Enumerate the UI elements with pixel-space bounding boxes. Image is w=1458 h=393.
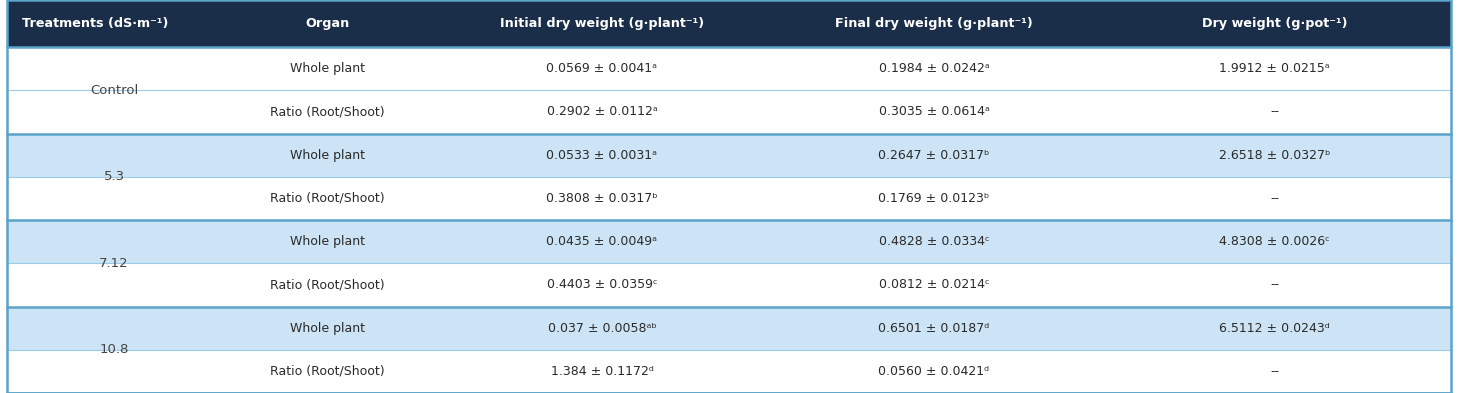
Text: --: -- [1270,365,1279,378]
Bar [7,90,1451,134]
Text: --: -- [1270,192,1279,205]
Text: Treatments (dS·m⁻¹): Treatments (dS·m⁻¹) [22,17,168,30]
Text: Organ: Organ [306,17,350,30]
Bar [7,307,1451,350]
Text: Whole plant: Whole plant [290,149,366,162]
Bar [7,350,1451,393]
Bar [7,0,1451,47]
Text: 0.0569 ± 0.0041ᵃ: 0.0569 ± 0.0041ᵃ [547,62,658,75]
Text: 1.9912 ± 0.0215ᵃ: 1.9912 ± 0.0215ᵃ [1219,62,1330,75]
Text: 4.8308 ± 0.0026ᶜ: 4.8308 ± 0.0026ᶜ [1219,235,1330,248]
Text: 0.3808 ± 0.0317ᵇ: 0.3808 ± 0.0317ᵇ [547,192,658,205]
Text: Initial dry weight (g·plant⁻¹): Initial dry weight (g·plant⁻¹) [500,17,704,30]
Text: 0.2902 ± 0.0112ᵃ: 0.2902 ± 0.0112ᵃ [547,105,658,118]
Text: 2.6518 ± 0.0327ᵇ: 2.6518 ± 0.0327ᵇ [1219,149,1330,162]
Text: --: -- [1270,278,1279,291]
Bar [7,134,1451,177]
Text: --: -- [1270,105,1279,118]
Text: 0.6501 ± 0.0187ᵈ: 0.6501 ± 0.0187ᵈ [878,321,990,334]
Text: 0.0533 ± 0.0031ᵃ: 0.0533 ± 0.0031ᵃ [547,149,658,162]
Text: 0.0812 ± 0.0214ᶜ: 0.0812 ± 0.0214ᶜ [879,278,990,291]
Text: Ratio (Root/Shoot): Ratio (Root/Shoot) [270,278,385,291]
Text: 0.0435 ± 0.0049ᵃ: 0.0435 ± 0.0049ᵃ [547,235,658,248]
Text: 0.4403 ± 0.0359ᶜ: 0.4403 ± 0.0359ᶜ [547,278,658,291]
Text: 10.8: 10.8 [99,343,128,356]
Text: 0.1769 ± 0.0123ᵇ: 0.1769 ± 0.0123ᵇ [878,192,990,205]
Text: 0.3035 ± 0.0614ᵃ: 0.3035 ± 0.0614ᵃ [879,105,990,118]
Text: Final dry weight (g·plant⁻¹): Final dry weight (g·plant⁻¹) [835,17,1032,30]
Text: Whole plant: Whole plant [290,321,366,334]
Text: 0.037 ± 0.0058ᵃᵇ: 0.037 ± 0.0058ᵃᵇ [548,321,656,334]
Text: 7.12: 7.12 [99,257,128,270]
Bar [7,177,1451,220]
Text: Control: Control [90,84,139,97]
Text: 0.0560 ± 0.0421ᵈ: 0.0560 ± 0.0421ᵈ [878,365,990,378]
Text: 6.5112 ± 0.0243ᵈ: 6.5112 ± 0.0243ᵈ [1219,321,1330,334]
Text: 5.3: 5.3 [104,170,125,183]
Bar [7,47,1451,90]
Text: Ratio (Root/Shoot): Ratio (Root/Shoot) [270,105,385,118]
Text: Whole plant: Whole plant [290,235,366,248]
Bar [7,220,1451,263]
Bar [7,263,1451,307]
Text: 0.4828 ± 0.0334ᶜ: 0.4828 ± 0.0334ᶜ [879,235,990,248]
Text: 1.384 ± 0.1172ᵈ: 1.384 ± 0.1172ᵈ [551,365,653,378]
Text: Ratio (Root/Shoot): Ratio (Root/Shoot) [270,192,385,205]
Text: 0.2647 ± 0.0317ᵇ: 0.2647 ± 0.0317ᵇ [878,149,990,162]
Text: 0.1984 ± 0.0242ᵃ: 0.1984 ± 0.0242ᵃ [879,62,990,75]
Text: Dry weight (g·pot⁻¹): Dry weight (g·pot⁻¹) [1201,17,1347,30]
Text: Ratio (Root/Shoot): Ratio (Root/Shoot) [270,365,385,378]
Text: Whole plant: Whole plant [290,62,366,75]
